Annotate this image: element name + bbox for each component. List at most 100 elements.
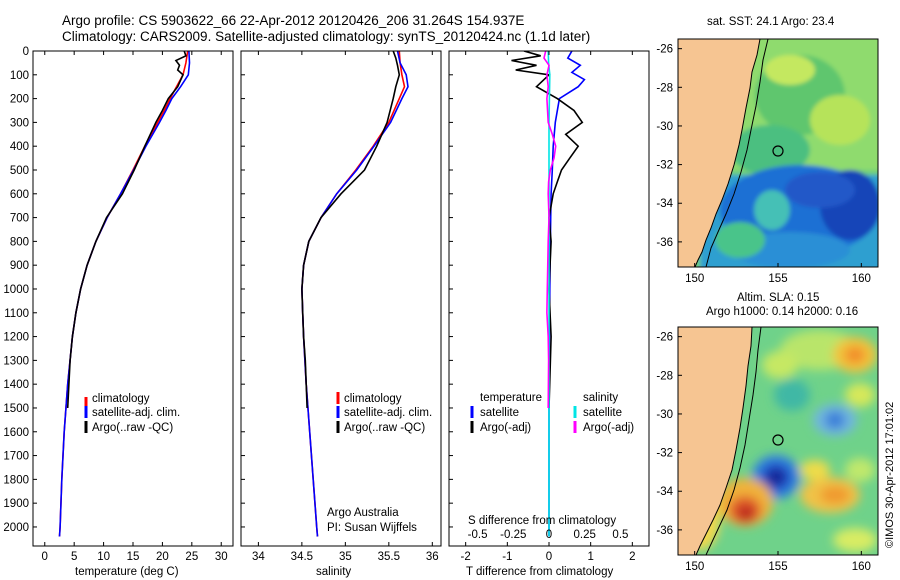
sst-map-ytick-label: -30 [656, 121, 673, 133]
temp-ytick-label: 1700 [3, 451, 29, 463]
temp-xtick-label: 0 [42, 551, 48, 563]
copyright-stamp: ©IMOS 30-Apr-2012 17:01:02 [884, 402, 896, 548]
sst-map-ytick-label: -26 [656, 44, 673, 56]
sal-xtick-label: 34 [252, 551, 265, 563]
sal-series-1 [301, 51, 409, 537]
title-line-1: Argo profile: CS 5903622_66 22-Apr-2012 … [62, 13, 525, 28]
temp-xlabel: temperature (deg C) [75, 566, 179, 578]
temp-ytick-label: 1000 [3, 284, 29, 296]
sal-legend-clim: climatology [344, 393, 402, 405]
temp-ytick-label: 1500 [3, 403, 29, 415]
sst-map-panel: sat. SST: 24.1 Argo: 23.4 150 [656, 16, 879, 285]
salinity-profile-panel: 34 34.5 35 35.5 36 salinity climatology sate… [240, 50, 442, 578]
temp-ytick-label: 200 [10, 94, 29, 106]
temp-ytick-label: 300 [10, 117, 29, 129]
sst-map-xtick-label: 155 [768, 273, 787, 285]
diff-legend-s-sat: satellite [583, 407, 622, 419]
diff-series-2 [547, 51, 551, 537]
sst-map-ytick-label: -28 [656, 82, 673, 94]
temp-xtick-label: 5 [71, 551, 77, 563]
sal-legend-argo: Argo(..raw -QC) [344, 422, 425, 434]
diff-xtick2-label: 0.5 [612, 529, 628, 541]
temp-xtick-label: 15 [127, 551, 140, 563]
sla-map-ytick-label: -28 [656, 370, 673, 382]
temp-legend-clim: climatology [92, 393, 150, 405]
sla-map-xtick-label: 155 [768, 561, 787, 573]
sla-map-title: Altim. SLA: 0.15 [737, 292, 819, 304]
sla-map-ytick-label: -30 [656, 409, 673, 421]
sst-map-xtick-label: 160 [852, 273, 871, 285]
sal-annotation-1: Argo Australia [327, 507, 399, 519]
sla-map-subtitle: Argo h1000: 0.14 h2000: 0.16 [706, 306, 858, 318]
sla-argo-marker [772, 434, 784, 446]
sal-xtick-label: 34.5 [291, 551, 313, 563]
diff-series-1 [511, 51, 584, 409]
sal-annotation-2: PI: Susan Wijffels [327, 522, 417, 534]
diff-legend-title-t: temperature [480, 392, 542, 404]
sal-legend-sat: satellite-adj. clim. [344, 407, 432, 419]
diff-series-3 [543, 51, 557, 409]
temp-ytick-label: 0 [23, 46, 29, 58]
sal-legend: climatology satellite-adj. clim. Argo(..… [336, 392, 432, 434]
sst-map-ytick-label: -34 [656, 198, 673, 210]
sla-map-ytick-label: -34 [656, 486, 673, 498]
temp-series-0 [58, 51, 189, 537]
temp-ytick-label: 1800 [3, 474, 29, 486]
sst-map-ytick-label: -36 [656, 237, 673, 249]
sal-xtick-label: 36 [426, 551, 439, 563]
temp-ytick-label: 500 [10, 165, 29, 177]
temp-ytick-label: 100 [10, 70, 29, 82]
temp-ytick-label: 600 [10, 189, 29, 201]
temp-legend: climatology satellite-adj. clim. Argo(..… [84, 393, 180, 434]
temp-legend-argo: Argo(..raw -QC) [92, 422, 173, 434]
sla-map-ytick-label: -36 [656, 525, 673, 537]
title-line-2: Climatology: CARS2009. Satellite-adjuste… [62, 29, 591, 44]
sal-xtick-label: 35.5 [378, 551, 400, 563]
sst-argo-marker [772, 145, 784, 157]
temp-ytick-label: 1300 [3, 355, 29, 367]
temp-ytick-label: 1400 [3, 379, 29, 391]
difference-profile-panel: -2 -1 0 1 2 S difference from climatology -0… [448, 50, 650, 578]
temp-ytick-label: 800 [10, 236, 29, 248]
diff-xtick-label: 2 [629, 551, 635, 563]
sla-map-ytick-label: -26 [656, 332, 673, 344]
sla-map-xtick-label: 150 [685, 561, 704, 573]
temp-series-2 [66, 51, 187, 409]
temp-ytick-label: 1100 [4, 308, 29, 320]
diff-legend: temperature satellite Argo(-adj) salinit… [470, 392, 634, 434]
temp-ytick-label: 1600 [3, 427, 29, 439]
sal-xtick-label: 35 [339, 551, 352, 563]
sla-map-ytick-label: -32 [656, 448, 673, 460]
temp-xtick-label: 30 [215, 551, 228, 563]
diff-xlabel-s: S difference from climatology [468, 515, 616, 527]
sal-xlabel: salinity [316, 566, 351, 578]
temp-ytick-label: 900 [10, 260, 29, 272]
diff-xtick2-label: 0.25 [574, 529, 596, 541]
sla-map-panel: Altim. SLA: 0.15 Argo h1000: 0.14 h2000:… [656, 292, 879, 573]
diff-xlabel-t: T difference from climatology [466, 566, 613, 578]
diff-xtick-label: -2 [461, 551, 471, 563]
diff-xtick2-label: -0.25 [500, 529, 526, 541]
temp-ytick-label: 1200 [3, 332, 29, 344]
diff-xtick-label: 1 [587, 551, 593, 563]
temp-ytick-label: 700 [10, 213, 29, 225]
diff-xtick2-label: -0.5 [468, 529, 488, 541]
sst-map-xtick-label: 150 [685, 273, 704, 285]
sal-series-2 [301, 51, 401, 409]
temp-xtick-label: 10 [97, 551, 110, 563]
temp-ytick-label: 400 [10, 141, 29, 153]
diff-xtick2-label: 0 [546, 529, 552, 541]
temp-legend-sat: satellite-adj. clim. [92, 407, 180, 419]
temp-xtick-label: 25 [185, 551, 198, 563]
sst-map-title: sat. SST: 24.1 Argo: 23.4 [707, 16, 835, 28]
diff-legend-title-s: salinity [583, 392, 618, 404]
diff-legend-s-argo: Argo(-adj) [583, 422, 634, 434]
diff-legend-t-argo: Argo(-adj) [480, 422, 531, 434]
temp-ytick-label: 2000 [3, 522, 29, 534]
sla-map-xtick-label: 160 [852, 561, 871, 573]
temperature-profile-panel: 0100200300400500600700800900100011001200… [3, 46, 234, 578]
diff-legend-t-sat: satellite [480, 407, 519, 419]
temp-xtick-label: 20 [156, 551, 169, 563]
diff-xtick-label: -1 [502, 551, 512, 563]
